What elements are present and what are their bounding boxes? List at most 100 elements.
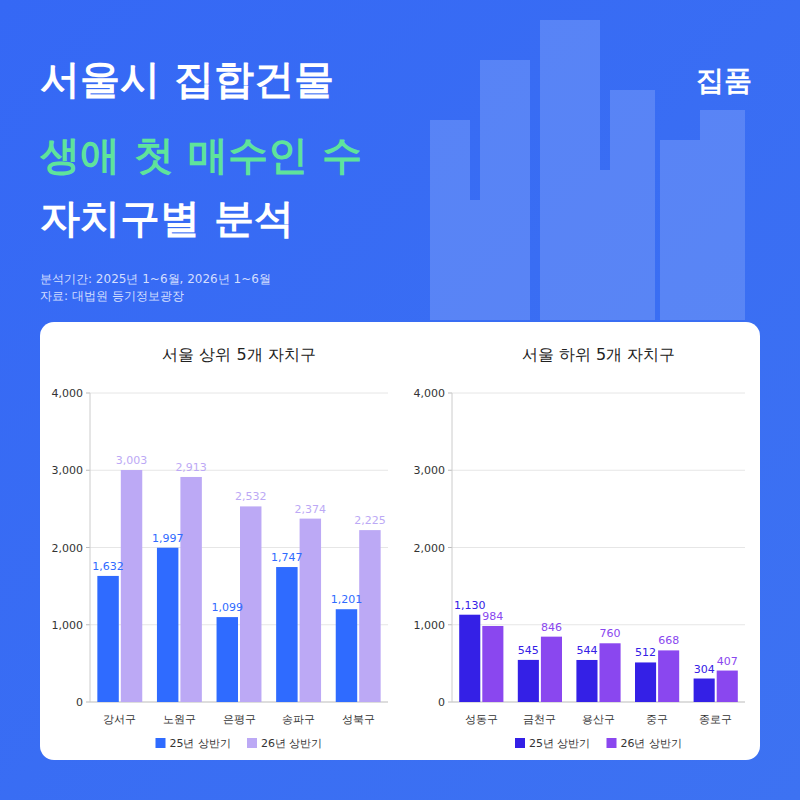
bar bbox=[600, 643, 621, 702]
bar bbox=[97, 576, 118, 702]
data-label: 1,632 bbox=[92, 560, 124, 573]
legend-swatch bbox=[156, 738, 166, 748]
tick-mark bbox=[448, 624, 452, 625]
bar bbox=[635, 662, 656, 702]
data-labels: 1,632 3,003 1,997 2,913 1,099 2,532 1,747 2,374… bbox=[92, 454, 385, 614]
data-label: 984 bbox=[482, 610, 503, 623]
legend: 25년 상반기 26년 상반기 bbox=[156, 737, 323, 750]
bar bbox=[300, 519, 321, 702]
legend-label: 25년 상반기 bbox=[529, 737, 591, 750]
bars bbox=[97, 470, 380, 702]
title-line: 생애 첫 매수인 수 bbox=[39, 132, 362, 178]
data-label: 304 bbox=[694, 663, 715, 676]
bar bbox=[180, 477, 201, 702]
data-label: 1,130 bbox=[454, 599, 486, 612]
chart: 서울 하위 5개 자치구01,0002,0003,0004,0001,13098… bbox=[414, 345, 746, 750]
data-label: 2,374 bbox=[295, 503, 327, 516]
legend-swatch bbox=[247, 738, 257, 748]
data-label: 2,913 bbox=[175, 461, 207, 474]
data-label: 407 bbox=[717, 655, 738, 668]
chart-title: 서울 하위 5개 자치구 bbox=[522, 345, 675, 364]
category-label: 용산구 bbox=[582, 713, 615, 726]
tick-mark bbox=[86, 624, 90, 625]
data-label: 544 bbox=[576, 644, 597, 657]
legend-label: 26년 상반기 bbox=[621, 737, 683, 750]
category-label: 은평구 bbox=[223, 713, 256, 726]
y-axis bbox=[452, 393, 453, 702]
tick-mark bbox=[448, 702, 452, 703]
chart: 서울 상위 5개 자치구01,0002,0003,0004,0001,6323,… bbox=[52, 345, 389, 750]
bar bbox=[359, 530, 380, 702]
title-line: 서울시 집합건물 bbox=[40, 56, 334, 102]
background bbox=[0, 0, 800, 800]
category-label: 성북구 bbox=[342, 713, 375, 726]
bar bbox=[717, 671, 738, 702]
tick-label: 0 bbox=[438, 696, 445, 709]
data-label: 760 bbox=[600, 627, 621, 640]
note: 분석기간: 2025년 1~6월, 2026년 1~6월 bbox=[40, 272, 271, 286]
tick-mark bbox=[448, 547, 452, 548]
category-label: 노원구 bbox=[163, 713, 196, 726]
tick-mark bbox=[86, 547, 90, 548]
legend-swatch bbox=[607, 738, 617, 748]
note: 자료: 대법원 등기정보광장 bbox=[40, 289, 184, 303]
data-label: 3,003 bbox=[116, 454, 148, 467]
bar bbox=[240, 506, 261, 702]
data-label: 1,997 bbox=[152, 532, 184, 545]
grid-line bbox=[452, 393, 745, 394]
bar bbox=[121, 470, 142, 702]
building bbox=[450, 200, 510, 320]
data-label: 1,747 bbox=[271, 551, 303, 564]
data-label: 512 bbox=[635, 646, 656, 659]
grid-line bbox=[452, 547, 745, 548]
tick-mark bbox=[86, 702, 90, 703]
legend-label: 26년 상반기 bbox=[261, 737, 323, 750]
tick-mark bbox=[86, 470, 90, 471]
category-label: 송파구 bbox=[282, 713, 315, 726]
building bbox=[700, 110, 745, 320]
chart-title: 서울 상위 5개 자치구 bbox=[162, 345, 315, 364]
building bbox=[560, 170, 630, 320]
bars bbox=[459, 615, 738, 702]
legend-swatch bbox=[515, 738, 525, 748]
category-label: 중구 bbox=[646, 713, 668, 726]
tick-label: 1,000 bbox=[414, 619, 446, 632]
category-label: 성동구 bbox=[465, 713, 498, 726]
bar bbox=[482, 626, 503, 702]
bar bbox=[694, 679, 715, 702]
bar bbox=[276, 567, 297, 702]
legend: 25년 상반기 26년 상반기 bbox=[515, 737, 682, 750]
legend-label: 25년 상반기 bbox=[170, 737, 232, 750]
y-axis bbox=[90, 393, 91, 702]
logo: 집품 bbox=[696, 64, 752, 97]
grid-line bbox=[90, 393, 388, 394]
bar bbox=[217, 617, 238, 702]
data-labels: 1,130984 545846 544760 512668 304407 bbox=[454, 599, 738, 676]
data-label: 2,532 bbox=[235, 490, 267, 503]
tick-label: 4,000 bbox=[52, 387, 84, 400]
tick-label: 4,000 bbox=[414, 387, 446, 400]
data-label: 1,099 bbox=[212, 601, 244, 614]
data-label: 668 bbox=[658, 634, 679, 647]
data-label: 2,225 bbox=[354, 514, 386, 527]
tick-label: 0 bbox=[76, 696, 83, 709]
bar bbox=[658, 650, 679, 702]
tick-mark bbox=[448, 393, 452, 394]
category-label: 금천구 bbox=[523, 713, 556, 726]
grid-line bbox=[452, 470, 745, 471]
bar bbox=[336, 609, 357, 702]
data-label: 846 bbox=[541, 621, 562, 634]
building bbox=[660, 140, 700, 320]
bar bbox=[459, 615, 480, 702]
bar bbox=[518, 660, 539, 702]
category-label: 종로구 bbox=[699, 713, 732, 726]
card bbox=[40, 322, 760, 760]
grid-line bbox=[452, 624, 745, 625]
data-label: 1,201 bbox=[331, 593, 363, 606]
bar bbox=[576, 660, 597, 702]
category-label: 강서구 bbox=[103, 713, 136, 726]
tick-mark bbox=[448, 470, 452, 471]
page: 서울시 집합건물생애 첫 매수인 수자치구별 분석집품분석기간: 2025년 1… bbox=[0, 0, 800, 800]
tick-label: 3,000 bbox=[52, 464, 84, 477]
data-label: 545 bbox=[518, 644, 539, 657]
